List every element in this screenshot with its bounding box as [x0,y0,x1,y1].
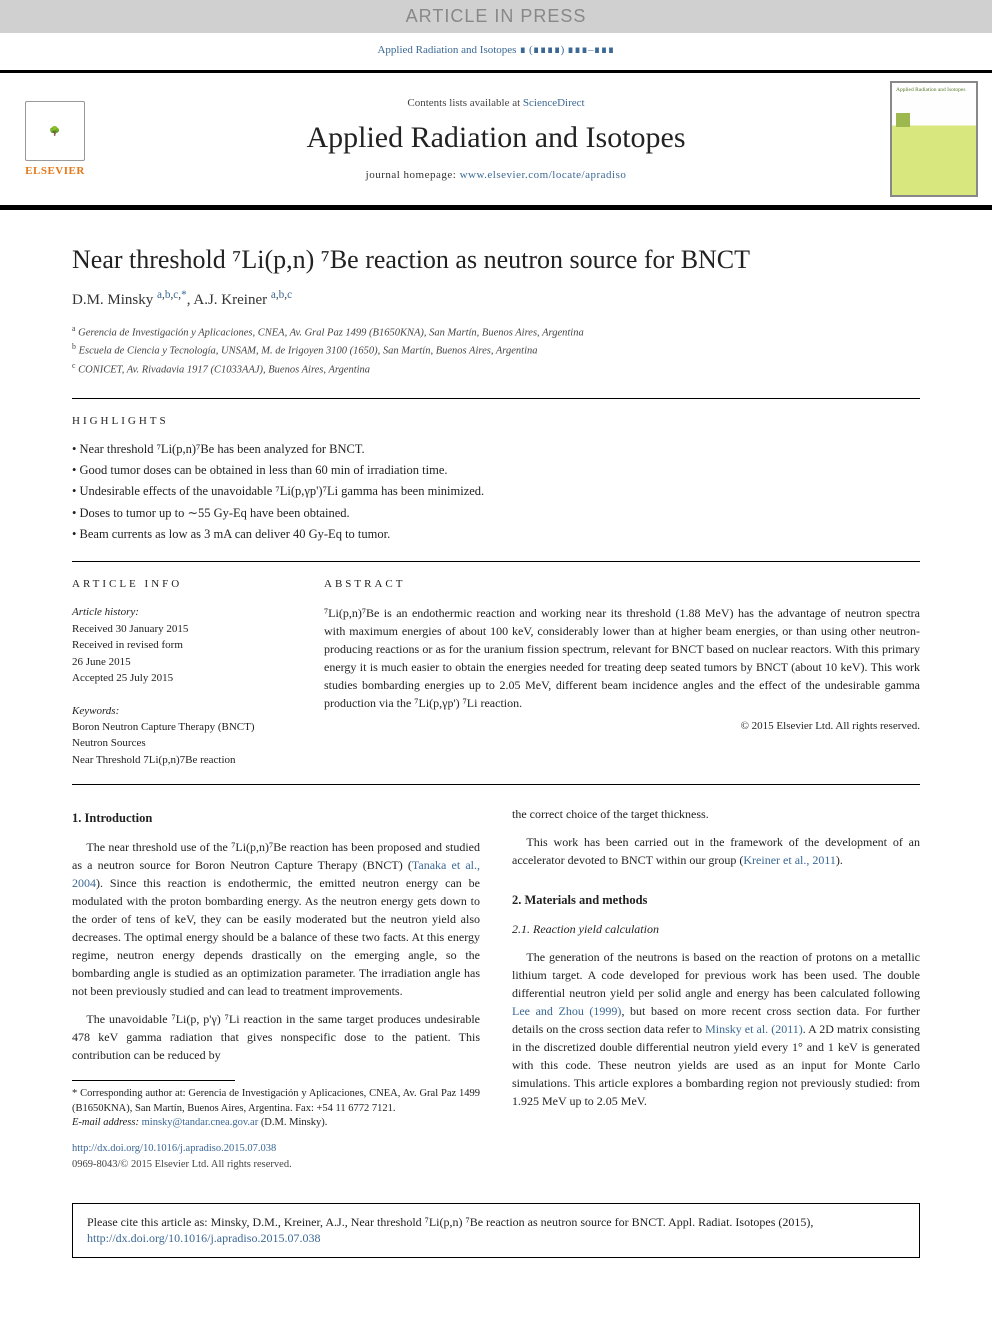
contents-available-line: Contents lists available at ScienceDirec… [407,97,584,109]
email-label: E-mail address: [72,1117,142,1128]
elsevier-tree-icon: 🌳 [25,101,85,161]
cover-icon [896,113,910,127]
article-info-heading: ARTICLE INFO [72,578,292,590]
col2-paragraph-2: This work has been carried out in the fr… [512,833,920,869]
cite-doi-link[interactable]: http://dx.doi.org/10.1016/j.apradiso.201… [87,1231,320,1245]
highlight-item: Good tumor doses can be obtained in less… [72,460,920,481]
journal-cover-thumbnail[interactable]: Applied Radiation and Isotopes [890,81,978,197]
history-revised: Received in revised form [72,637,292,654]
doi-line: http://dx.doi.org/10.1016/j.apradiso.201… [72,1141,480,1157]
ref-kreiner-2011[interactable]: Kreiner et al., 2011 [743,853,836,867]
issn-copyright-line: 0969-8043/© 2015 Elsevier Ltd. All right… [72,1157,480,1173]
affiliations: a Gerencia de Investigación y Aplicacion… [72,323,920,378]
journal-header: 🌳 ELSEVIER Contents lists available at S… [0,70,992,205]
mm-paragraph-1: The generation of the neutrons is based … [512,948,920,1110]
article-history: Article history: Received 30 January 201… [72,604,292,687]
author-email-link[interactable]: minsky@tandar.cnea.gov.ar [142,1117,259,1128]
journal-name: Applied Radiation and Isotopes [306,121,685,155]
article-in-press-banner: ARTICLE IN PRESS [0,0,992,33]
journal-cover-cell: Applied Radiation and Isotopes [882,73,992,205]
abstract-column: ABSTRACT ⁷Li(p,n)⁷Be is an endothermic r… [324,578,920,768]
section-heading-introduction: 1. Introduction [72,809,480,828]
keyword-item: Boron Neutron Capture Therapy (BNCT) [72,719,292,736]
journal-homepage-link[interactable]: www.elsevier.com/locate/apradiso [460,169,627,181]
body-column-left: 1. Introduction The near threshold use o… [72,805,480,1172]
history-label: Article history: [72,604,292,621]
highlight-item: Beam currents as low as 3 mA can deliver… [72,524,920,545]
sciencedirect-link[interactable]: ScienceDirect [523,97,585,109]
keywords-list: Boron Neutron Capture Therapy (BNCT)Neut… [72,719,292,769]
footnote-rule [72,1080,235,1081]
info-abstract-row: ARTICLE INFO Article history: Received 3… [72,562,920,784]
body-column-right: the correct choice of the target thickne… [512,805,920,1172]
highlights-list: Near threshold ⁷Li(p,n)⁷Be has been anal… [72,439,920,561]
cover-title-text: Applied Radiation and Isotopes [896,87,972,93]
elsevier-logo[interactable]: 🌳 ELSEVIER [25,101,85,177]
col2-continuation: the correct choice of the target thickne… [512,805,920,823]
keyword-item: Neutron Sources [72,735,292,752]
subsection-heading-reaction-yield: 2.1. Reaction yield calculation [512,920,920,938]
journal-header-center: Contents lists available at ScienceDirec… [110,73,882,205]
intro-paragraph-1: The near threshold use of the ⁷Li(p,n)⁷B… [72,838,480,1000]
history-received: Received 30 January 2015 [72,621,292,638]
contents-prefix: Contents lists available at [407,97,522,109]
history-revised-date: 26 June 2015 [72,654,292,671]
elsevier-wordmark: ELSEVIER [25,165,85,177]
highlight-item: Undesirable effects of the unavoidable ⁷… [72,481,920,502]
highlight-item: Doses to tumor up to ∼55 Gy-Eq have been… [72,503,920,524]
author-list: D.M. Minsky a,b,c,*, A.J. Kreiner a,b,c [72,289,920,309]
article-content: Near threshold ⁷Li(p,n) ⁷Be reaction as … [0,210,992,1185]
journal-reference-line: Applied Radiation and Isotopes ∎ (∎∎∎∎) … [0,33,992,70]
article-info-column: ARTICLE INFO Article history: Received 3… [72,578,292,768]
email-footnote: E-mail address: minsky@tandar.cnea.gov.a… [72,1116,480,1131]
highlights-heading: HIGHLIGHTS [72,399,920,439]
email-suffix: (D.M. Minsky). [258,1117,327,1128]
abstract-text: ⁷Li(p,n)⁷Be is an endothermic reaction a… [324,604,920,712]
journal-homepage-line: journal homepage: www.elsevier.com/locat… [366,169,627,181]
intro-paragraph-2: The unavoidable ⁷Li(p, p'γ) ⁷Li reaction… [72,1010,480,1064]
homepage-prefix: journal homepage: [366,169,460,181]
abstract-heading: ABSTRACT [324,578,920,590]
keyword-item: Near Threshold 7Li(p,n)7Be reaction [72,752,292,769]
abstract-copyright: © 2015 Elsevier Ltd. All rights reserved… [324,720,920,732]
corresponding-author-footnote: * Corresponding author at: Gerencia de I… [72,1087,480,1116]
doi-link[interactable]: http://dx.doi.org/10.1016/j.apradiso.201… [72,1143,276,1154]
body-two-column: 1. Introduction The near threshold use o… [72,805,920,1172]
cite-text: Please cite this article as: Minsky, D.M… [87,1215,813,1229]
publisher-logo-cell: 🌳 ELSEVIER [0,73,110,205]
article-title: Near threshold ⁷Li(p,n) ⁷Be reaction as … [72,244,920,275]
history-accepted: Accepted 25 July 2015 [72,670,292,687]
highlight-item: Near threshold ⁷Li(p,n)⁷Be has been anal… [72,439,920,460]
ref-lee-zhou-1999[interactable]: Lee and Zhou (1999) [512,1004,621,1018]
keywords-label: Keywords: [72,705,292,717]
please-cite-box: Please cite this article as: Minsky, D.M… [72,1203,920,1259]
section-heading-materials-methods: 2. Materials and methods [512,891,920,910]
ref-minsky-2011[interactable]: Minsky et al. (2011) [705,1022,803,1036]
rule [72,784,920,785]
